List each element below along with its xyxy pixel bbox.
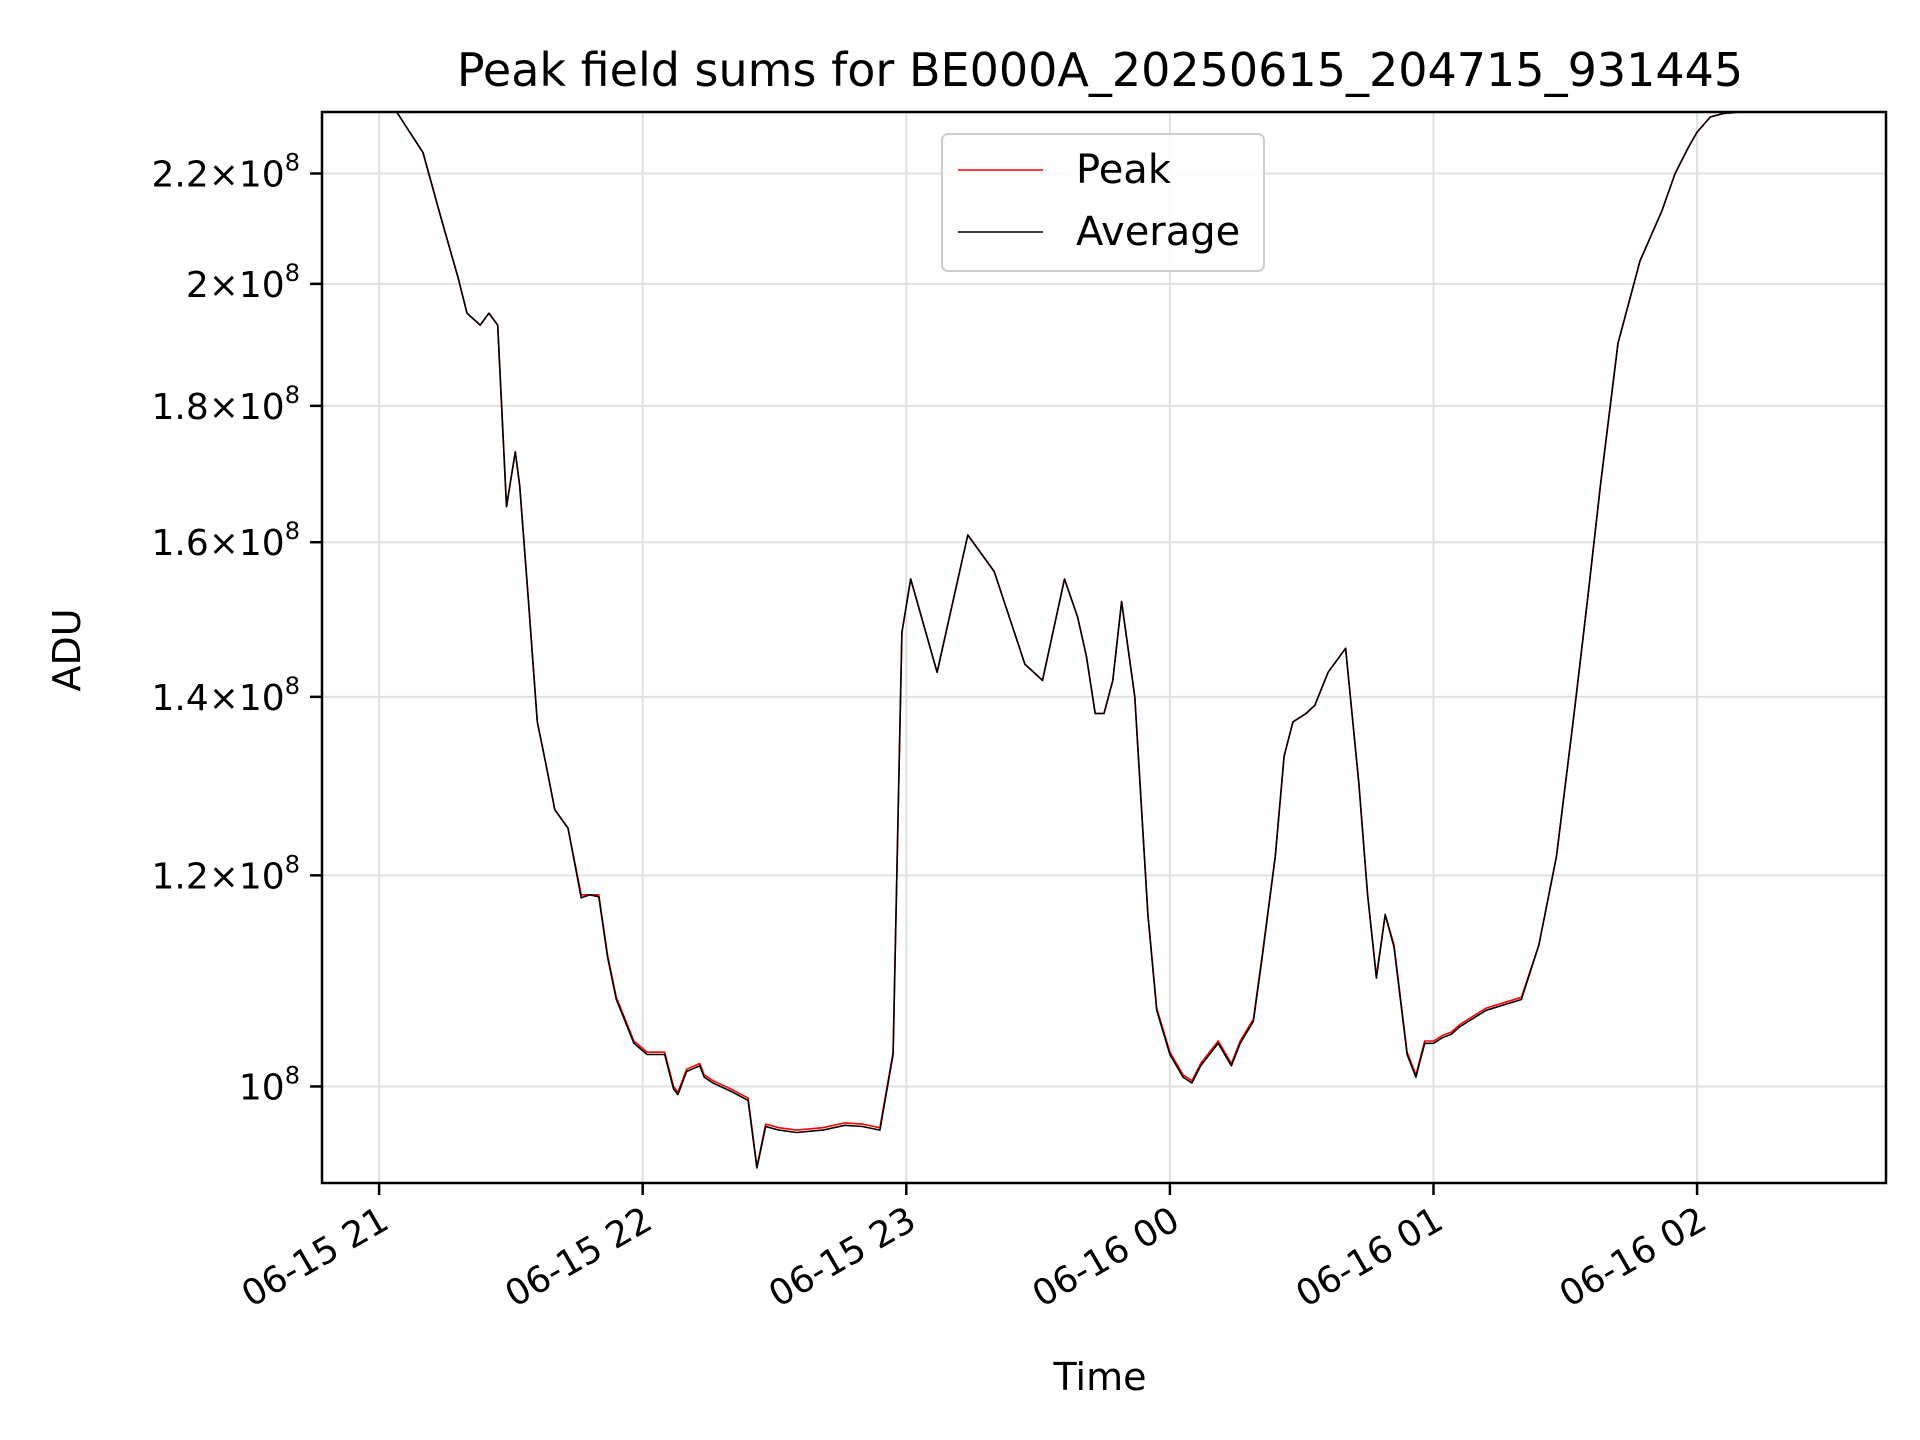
y-tick-label: 1.6×108	[151, 517, 300, 564]
y-tick-base: 10	[239, 265, 285, 306]
series-line-average	[322, 112, 1886, 1169]
y-axis: 1081.2×1081.4×1081.6×1081.8×1082×1082.2×…	[151, 148, 322, 1108]
chart-title: Peak field sums for BE000A_20250615_2047…	[457, 43, 1743, 97]
y-tick-times: ×	[209, 856, 239, 897]
y-tick-base: 10	[239, 1067, 285, 1108]
y-tick-label: 108	[239, 1061, 300, 1108]
plot-background	[322, 112, 1886, 1183]
y-tick-exponent: 8	[285, 148, 300, 176]
plot-area: 06-15 21 06-15 22 06-15 23 06-16 00 06-16 01…	[151, 110, 1888, 1316]
y-tick-base: 10	[239, 154, 285, 195]
y-tick-exponent: 8	[285, 672, 300, 700]
y-tick-mantissa: 1.4	[151, 678, 208, 719]
y-tick-mantissa: 1.6	[151, 523, 208, 564]
x-axis-label: Time	[1053, 1355, 1147, 1399]
y-tick-times: ×	[209, 387, 239, 428]
y-axis-label: ADU	[45, 608, 89, 691]
y-tick-exponent: 8	[285, 381, 300, 409]
y-tick-times: ×	[209, 154, 239, 195]
y-tick-mantissa: 1.2	[151, 856, 208, 897]
y-tick-times: ×	[209, 265, 239, 306]
y-tick-mantissa: 2	[186, 265, 209, 306]
y-tick-mantissa: 1.8	[151, 387, 208, 428]
legend-label-peak: Peak	[1076, 147, 1172, 193]
y-tick-exponent: 8	[285, 850, 300, 878]
legend: Peak Average	[941, 133, 1265, 272]
y-tick-exponent: 8	[285, 259, 300, 287]
plot-frame	[320, 110, 1888, 1185]
y-tick-mantissa: 2.2	[151, 154, 208, 195]
y-tick-exponent: 8	[285, 517, 300, 545]
legend-box	[941, 133, 1265, 272]
y-tick-label: 2×108	[186, 259, 300, 306]
y-tick-label: 2.2×108	[151, 148, 300, 195]
y-tick-base: 10	[239, 523, 285, 564]
y-tick-base: 10	[239, 387, 285, 428]
y-tick-exponent: 8	[285, 1061, 300, 1089]
y-tick-base: 10	[239, 856, 285, 897]
y-tick-label: 1.8×108	[151, 381, 300, 428]
series-layer	[322, 112, 1886, 1169]
y-tick-times: ×	[209, 523, 239, 564]
y-tick-label: 1.2×108	[151, 850, 300, 897]
y-tick-base: 10	[239, 678, 285, 719]
grid	[322, 112, 1886, 1183]
legend-label-average: Average	[1076, 209, 1240, 255]
y-tick-times: ×	[209, 678, 239, 719]
y-tick-label: 1.4×108	[151, 672, 300, 719]
